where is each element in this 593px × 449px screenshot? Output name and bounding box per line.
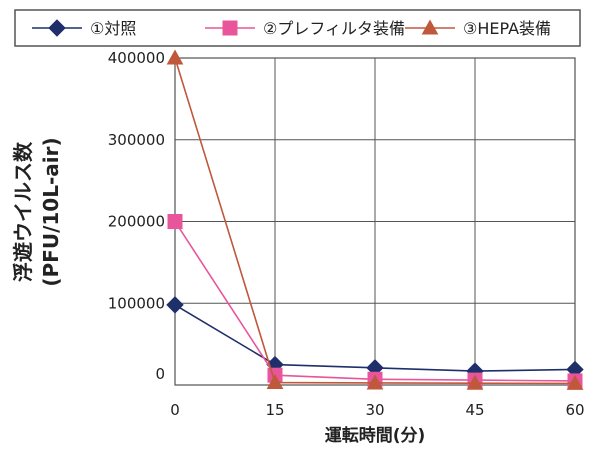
x-axis-ticks: 0 15 30 45 60 [170, 401, 584, 419]
legend-marker-1 [48, 19, 66, 37]
legend-marker-3 [421, 19, 439, 35]
x-tick-label: 60 [565, 401, 584, 419]
x-tick-label: 0 [170, 401, 180, 419]
legend-marker-2 [222, 20, 238, 36]
series-3-point [166, 49, 184, 65]
legend-label-1: ①対照 [90, 19, 136, 38]
y-tick-label: 0 [155, 365, 165, 383]
legend-box [14, 9, 581, 47]
y-axis-ticks: 0 100000 200000 300000 400000 [108, 49, 165, 383]
series-3-point [466, 374, 484, 390]
y-axis-title-group: 浮遊ウイルス数 (PFU/10L-air) [11, 137, 63, 286]
x-tick-label: 30 [365, 401, 384, 419]
legend-label-2: ②プレフィルタ装備 [263, 19, 405, 38]
series-3-point [266, 374, 284, 390]
y-tick-label: 400000 [108, 49, 165, 67]
series-1-point [166, 296, 184, 314]
series-3-point [566, 374, 584, 390]
series-layer [166, 49, 584, 390]
y-tick-label: 300000 [108, 131, 165, 149]
x-tick-label: 45 [465, 401, 484, 419]
series-3-point [366, 374, 384, 390]
legend-label-3: ③HEPA装備 [463, 19, 551, 38]
x-axis-title: 運転時間(分) [325, 425, 426, 446]
y-tick-label: 200000 [108, 213, 165, 231]
y-axis-unit: (PFU/10L-air) [39, 137, 63, 286]
series-2-point [167, 214, 183, 229]
legend: ①対照 ②プレフィルタ装備 ③HEPA装備 [14, 9, 581, 47]
grid [174, 57, 576, 386]
x-tick-label: 15 [265, 401, 284, 419]
y-tick-label: 100000 [108, 294, 165, 312]
y-axis-title: 浮遊ウイルス数 [11, 141, 35, 282]
